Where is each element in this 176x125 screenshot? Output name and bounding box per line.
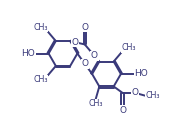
Text: O: O [81, 59, 88, 68]
Text: O: O [91, 51, 98, 60]
Text: O: O [132, 88, 139, 97]
Text: HO: HO [134, 70, 148, 78]
Text: O: O [71, 38, 78, 47]
Text: CH₃: CH₃ [33, 23, 48, 32]
Text: CH₃: CH₃ [89, 99, 103, 108]
Text: CH₃: CH₃ [122, 43, 136, 52]
Text: HO: HO [21, 49, 35, 58]
Text: CH₃: CH₃ [146, 91, 160, 100]
Text: O: O [81, 23, 88, 32]
Text: CH₃: CH₃ [33, 75, 48, 84]
Text: O: O [119, 106, 126, 115]
